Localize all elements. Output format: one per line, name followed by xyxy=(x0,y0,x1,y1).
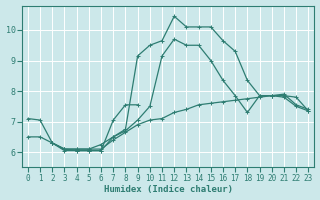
X-axis label: Humidex (Indice chaleur): Humidex (Indice chaleur) xyxy=(104,185,233,194)
